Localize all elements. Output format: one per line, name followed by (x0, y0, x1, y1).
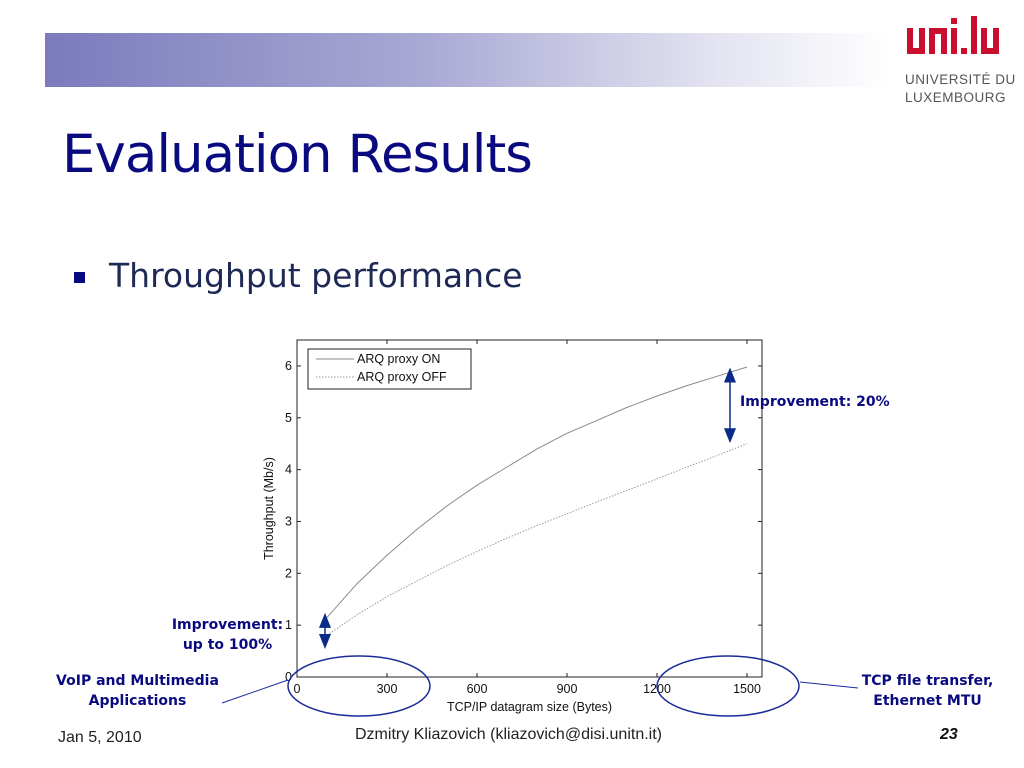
logo-text-line2: LUXEMBOURG (905, 90, 1007, 105)
y-axis-label: Throughput (Mb/s) (262, 457, 276, 560)
x-tick-label: 900 (557, 682, 578, 696)
voip-connector-line (221, 679, 289, 704)
bullet-text: Throughput performance (109, 256, 523, 295)
y-tick-label: 3 (285, 514, 292, 528)
series-line-arq-proxy-on (326, 366, 748, 618)
annotation-voip-line2: Applications (88, 693, 187, 709)
header-banner (45, 33, 890, 87)
annotation-improvement-100-line1: Improvement: (171, 617, 284, 633)
x-tick-label: 300 (377, 682, 398, 696)
slide-title: Evaluation Results (62, 124, 533, 185)
annotation-voip-line1: VoIP and Multimedia (56, 673, 219, 689)
logo-text-line1: UNIVERSITÉ DU (905, 72, 1016, 87)
annotation-improvement-20: Improvement: 20% (740, 394, 890, 410)
annotation-improvement-100: Improvement: up to 100% (165, 615, 290, 655)
plot-frame (296, 339, 763, 678)
footer-page-number: 23 (940, 726, 958, 743)
x-axis-label: TCP/IP datagram size (Bytes) (447, 700, 612, 714)
y-tick-label: 4 (285, 463, 292, 477)
annotation-tcp-line2: Ethernet MTU (873, 693, 982, 709)
annotation-tcp: TCP file transfer, Ethernet MTU (850, 671, 1005, 711)
y-tick-label: 5 (285, 411, 292, 425)
annotation-improvement-100-line2: up to 100% (182, 637, 273, 653)
y-tick-label: 2 (285, 566, 292, 580)
y-tick-label: 6 (285, 359, 292, 373)
bullet-square-icon (74, 272, 85, 283)
legend-label: ARQ proxy OFF (357, 370, 447, 384)
legend-label: ARQ proxy ON (357, 352, 440, 366)
annotation-tcp-line1: TCP file transfer, (861, 673, 994, 689)
annotation-voip: VoIP and Multimedia Applications (40, 671, 235, 711)
x-tick-label: 1500 (733, 682, 761, 696)
tcp-region-ellipse (656, 655, 800, 717)
y-tick-label: 1 (285, 618, 292, 632)
x-tick-label: 600 (467, 682, 488, 696)
footer-author: Dzmitry Kliazovich (kliazovich@disi.unit… (355, 726, 662, 743)
footer-date: Jan 5, 2010 (58, 729, 142, 746)
university-logo: UNIVERSITÉ DU LUXEMBOURG (905, 14, 1015, 114)
tcp-connector-line (799, 681, 859, 689)
y-tick-label: 0 (285, 670, 292, 684)
x-tick-label: 0 (294, 682, 301, 696)
voip-region-ellipse (287, 655, 431, 717)
legend-box (307, 348, 472, 390)
uni-lu-logo-mark (907, 16, 999, 54)
series-line-arq-proxy-off (326, 443, 748, 636)
